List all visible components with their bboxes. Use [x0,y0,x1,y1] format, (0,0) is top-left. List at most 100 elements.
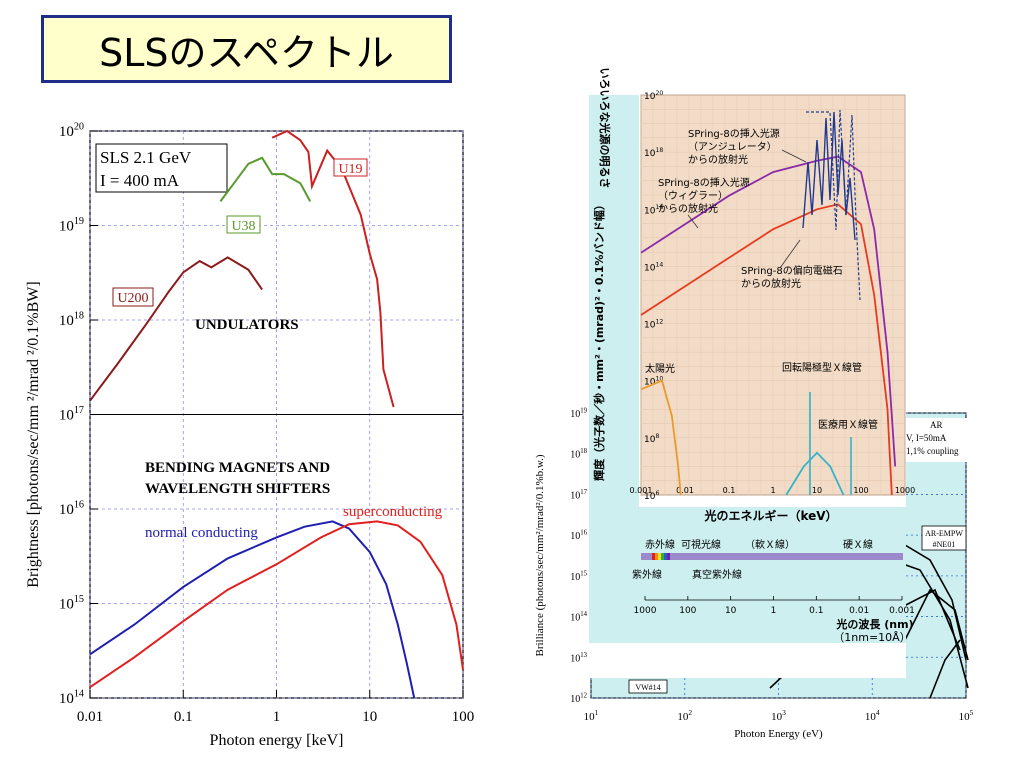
spring8-x-tick-label: 10 [812,486,822,495]
sls-y-axis-label: Brightness [photons/sec/mm ²/mrad ²/0.1%… [25,281,42,587]
sls-series-label: U200 [117,291,148,306]
spring8-annotation: 医療用Ｘ線管 [818,418,878,431]
brilliance-x-tick-label-exp: 2 [688,708,692,717]
spring8-side-title: いろいろな光源の明るさ [598,68,612,189]
spring8-y-tick-label-base: 10 [644,492,656,502]
spring8-y-tick-label: 1018 [644,147,663,159]
sls-y-tick-label-exp: 16 [74,499,84,510]
sls-y-tick-label-base: 10 [59,124,74,140]
sls-annotation: WAVELENGTH SHIFTERS [145,481,330,497]
brilliance-y-tick-label-exp: 16 [580,530,587,537]
spring8-y-tick-label-exp: 12 [655,319,663,326]
spring8-y-tick-label-exp: 16 [655,204,663,211]
sls-x-tick-label: 0.01 [77,709,103,725]
sls-series-label-box [333,158,368,177]
spring8-y-tick-label-base: 10 [644,263,656,273]
spring8-side-band [589,95,639,507]
spring8-y-tick-label: 1012 [644,319,663,331]
brilliance-y-tick-label-base: 10 [570,694,580,705]
spring8-visible-band [667,553,670,560]
spring8-wavelength-tick-label: 1000 [634,606,657,616]
spring8-x-tick-label: 0.1 [723,486,736,495]
sls-y-tick-label: 1019 [59,216,84,235]
brilliance-x-tick-label: 102 [677,708,692,723]
spring8-y-tick-label-exp: 14 [655,261,663,268]
spring8-y-tick-label-base: 10 [644,206,656,216]
brilliance-y-tick-label: 1017 [570,489,587,502]
brilliance-y-tick-label-base: 10 [570,531,580,542]
brilliance-label: V, I=50mA [906,433,947,443]
brilliance-curve-8 [929,639,961,699]
spring8-y-axis-label: 輝度（光子数／秒・mm²・(mrad)²・0.1%バンド幅） [592,199,606,481]
spring8-annotation: SPring-8の偏向電磁石 [741,264,843,277]
brilliance-y-tick-label-base: 10 [570,653,580,664]
spring8-series-line-3 [785,451,845,496]
sls-series-label-box [226,215,261,234]
brilliance-y-tick-label-base: 10 [570,409,580,420]
sls-info-box [95,143,228,193]
brilliance-curve-6 [904,544,967,661]
spring8-y-tick-label-base: 10 [644,92,656,102]
sls-y-tick-label-exp: 17 [74,405,84,416]
brilliance-x-tick-label-base: 10 [959,711,971,723]
sls-y-tick-label: 1018 [59,310,84,329]
brilliance-x-tick-label-exp: 4 [876,708,880,717]
spring8-wavelength-tick-label: 1 [771,606,777,616]
spring8-y-tick-label: 1020 [644,90,663,102]
sls-series-label: U19 [338,162,362,177]
spring8-annotation: からの放射光 [688,153,748,166]
sls-x-tick-label: 10 [362,709,377,725]
spring8-y-tick-label: 1014 [644,261,663,273]
spring8-y-tick-label-base: 10 [644,149,656,159]
sls-series-label: U38 [231,219,255,234]
spring8-spectrum-band [589,507,906,643]
brilliance-x-tick-label-exp: 3 [782,708,786,717]
spring8-x-tick-label: 0.001 [630,486,653,495]
brilliance-y-tick-label-exp: 17 [580,489,587,496]
sls-x-tick-label: 1 [273,709,281,725]
spring8-y-tick-label-base: 10 [644,435,656,445]
brilliance-label: AR [930,420,943,430]
spring8-y-tick-label-exp: 6 [655,490,659,497]
sls-y-tick-label: 1014 [59,688,84,707]
spring8-y-tick-label: 106 [644,490,659,502]
brilliance-x-axis-label: Photon Energy (eV) [734,728,823,740]
spring8-y-tick-label: 1016 [644,204,663,216]
brilliance-y-tick-label-base: 10 [570,490,580,501]
brilliance-label-box [628,679,668,694]
spring8-y-tick-label-base: 10 [644,378,656,388]
brilliance-y-tick-label-exp: 13 [580,652,587,659]
brilliance-y-tick-label-base: 10 [570,613,580,624]
sls-series-label: superconducting [343,504,443,520]
brilliance-x-tick-label-base: 10 [584,711,596,723]
brilliance-x-tick-label-base: 10 [771,711,783,723]
spring8-leader-line [779,239,801,269]
brilliance-x-tick-label-exp: 5 [970,708,974,717]
sls-y-tick-label: 1020 [59,121,84,140]
spring8-annotation: SPring-8の挿入光源 [688,127,780,140]
spring8-band-label: 硬Ｘ線 [843,538,873,551]
spring8-y-tick-label-exp: 8 [655,433,659,440]
brilliance-y-tick-label-exp: 14 [580,611,587,618]
brilliance-x-tick-label: 101 [584,708,599,723]
sls-series-label: normal conducting [145,525,258,541]
brilliance-y-tick-label-exp: 19 [580,408,587,415]
spring8-y-tick-label-exp: 18 [655,147,663,154]
spring8-x-tick-label: 100 [853,486,868,495]
brilliance-x-tick-label-exp: 1 [595,708,599,717]
sls-y-tick-label-base: 10 [59,691,74,707]
spring8-series-line-2 [640,379,682,496]
brilliance-y-tick-label: 1015 [570,570,587,583]
spring8-visible-band [664,553,667,560]
sls-info-line: I = 400 mA [100,171,180,190]
sls-y-tick-label-exp: 14 [74,688,84,699]
sls-y-tick-label-base: 10 [59,597,74,613]
sls-y-tick-label: 1015 [59,594,84,613]
brilliance-y-axis-label: Brilliance (photons/sec/mm²/mrad²/0.1%b.… [534,454,546,656]
spring8-x-tick-label: 1 [770,486,775,495]
spring8-visible-band [652,553,655,560]
spring8-y-tick-label-base: 10 [644,321,656,331]
brilliance-y-tick-label: 1012 [570,693,587,706]
spring8-band-label: （軟Ｘ線） [745,538,795,551]
